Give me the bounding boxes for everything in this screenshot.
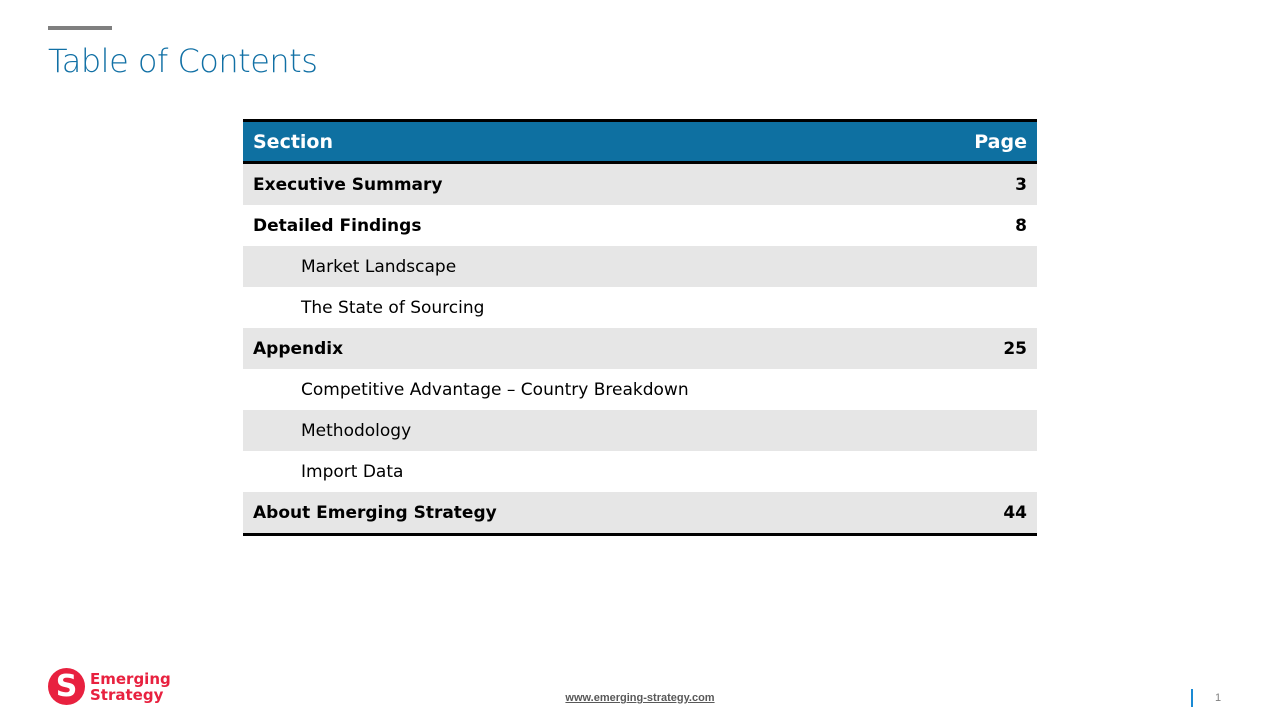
header-section: Section <box>243 119 928 164</box>
table-row: Import Data <box>243 451 1037 492</box>
page-title: Table of Contents <box>48 42 318 80</box>
row-page: 44 <box>927 492 1037 536</box>
emerging-strategy-logo: S Emerging Strategy <box>48 668 171 705</box>
row-page <box>928 287 1037 328</box>
row-section: About Emerging Strategy <box>243 492 928 536</box>
row-page <box>928 369 1037 410</box>
row-page: 25 <box>1003 338 1027 359</box>
logo-text-line1: Emerging <box>90 669 171 688</box>
table-row: Appendix 25 <box>243 328 1037 369</box>
row-section: Market Landscape <box>301 256 457 277</box>
website-link[interactable]: www.emerging-strategy.com <box>565 692 715 704</box>
row-page <box>928 451 1037 492</box>
header-page: Page <box>927 119 1037 164</box>
row-section: Import Data <box>301 461 404 482</box>
toc-table: Section Page Executive Summary 3 Detailed … <box>243 119 1037 536</box>
table-row: The State of Sourcing <box>243 287 1037 328</box>
table-header: Section Page <box>243 119 1037 164</box>
row-page: 8 <box>1015 215 1027 236</box>
row-page: 3 <box>1015 174 1027 195</box>
title-accent-bar <box>48 26 112 30</box>
table-row: About Emerging Strategy 44 <box>243 492 1037 536</box>
row-section: The State of Sourcing <box>301 297 485 318</box>
table-row: Market Landscape <box>243 246 1037 287</box>
row-page <box>928 246 1037 287</box>
table-row: Executive Summary 3 <box>243 162 1037 205</box>
table-row: Detailed Findings 8 <box>243 205 1037 246</box>
table-row: Competitive Advantage – Country Breakdow… <box>243 369 1037 410</box>
page-number: 1 <box>1215 692 1222 704</box>
table-row: Methodology <box>243 410 1037 451</box>
row-section: Methodology <box>301 420 412 441</box>
row-section: Appendix <box>253 338 344 359</box>
row-section: Detailed Findings <box>253 215 422 236</box>
page-number-divider <box>1191 689 1193 707</box>
row-page <box>928 410 1037 451</box>
logo-text-line2: Strategy <box>90 685 164 704</box>
row-section: Competitive Advantage – Country Breakdow… <box>301 379 689 400</box>
logo-s-icon: S <box>48 668 85 705</box>
row-section: Executive Summary <box>253 174 443 195</box>
